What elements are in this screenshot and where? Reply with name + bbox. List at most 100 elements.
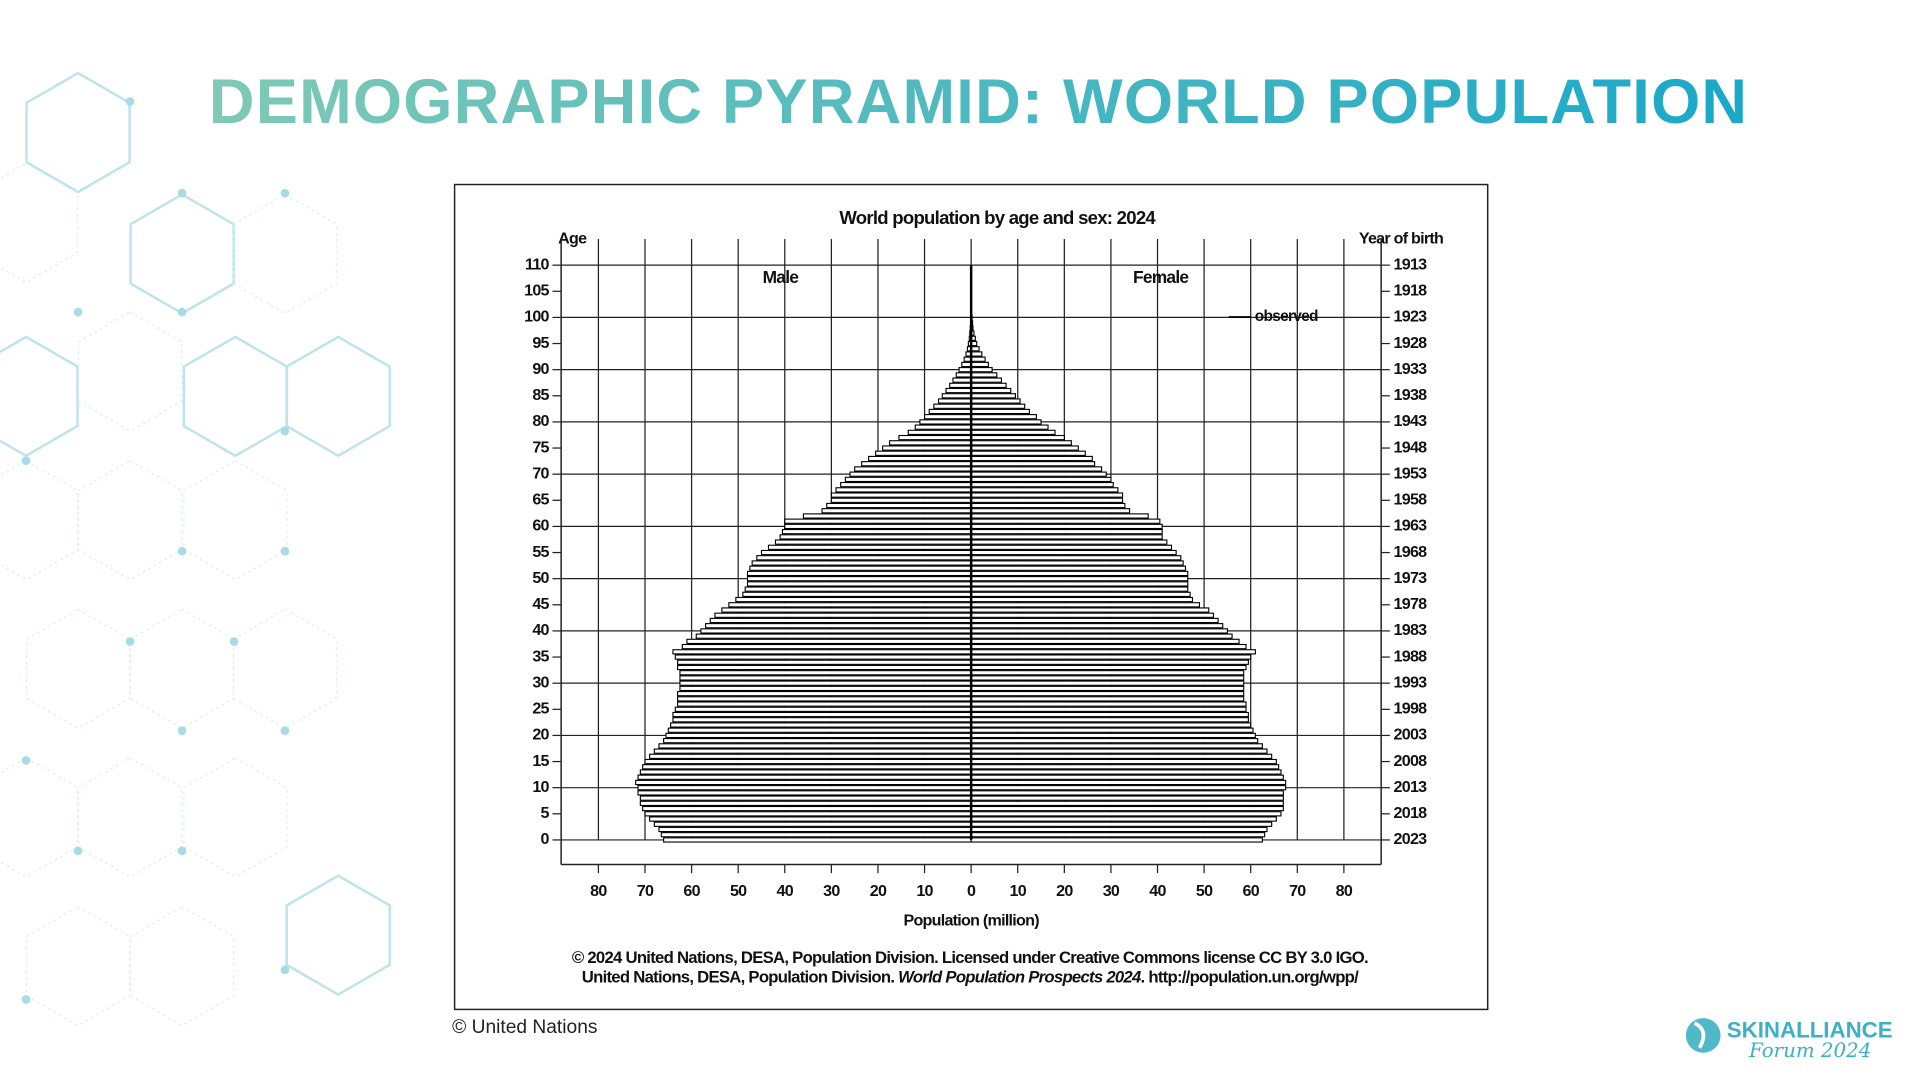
bar bbox=[970, 445, 1079, 451]
bar bbox=[637, 785, 972, 791]
hexagon bbox=[129, 193, 235, 315]
hexagon-dot bbox=[280, 726, 290, 736]
bar bbox=[970, 826, 1268, 833]
bar bbox=[882, 445, 972, 451]
bar bbox=[649, 816, 972, 822]
bar bbox=[854, 466, 972, 472]
y2-tick-label: 1933 bbox=[1394, 360, 1428, 378]
logo: SKINALLIANCE Forum 2024 bbox=[1685, 1018, 1893, 1062]
y-tick-label: 10 bbox=[532, 778, 549, 796]
bar bbox=[658, 743, 972, 749]
bar bbox=[970, 785, 1287, 791]
bar bbox=[970, 685, 1245, 692]
bar bbox=[781, 529, 972, 535]
bar bbox=[970, 570, 1189, 577]
bar bbox=[945, 387, 972, 394]
bar bbox=[667, 727, 972, 733]
bar bbox=[970, 539, 1168, 545]
bar bbox=[970, 717, 1249, 723]
bar bbox=[970, 544, 1173, 550]
bar bbox=[721, 607, 972, 613]
bar bbox=[970, 769, 1282, 775]
bar bbox=[970, 403, 1026, 409]
bar bbox=[919, 419, 972, 425]
y2-tick-label: 1968 bbox=[1394, 543, 1428, 561]
y-tick-label: 80 bbox=[532, 412, 549, 430]
bar bbox=[970, 361, 989, 368]
bar bbox=[970, 664, 1247, 671]
series-label: Male bbox=[763, 267, 800, 287]
hexagon bbox=[232, 608, 338, 729]
y2-tick-label: 1993 bbox=[1394, 673, 1428, 691]
hexagon bbox=[182, 335, 289, 458]
bar bbox=[784, 518, 972, 524]
bar bbox=[970, 774, 1284, 780]
hexagon-dot bbox=[177, 546, 187, 556]
bar bbox=[746, 576, 972, 582]
bar bbox=[700, 628, 972, 634]
bar bbox=[658, 826, 972, 833]
bar bbox=[970, 429, 1056, 436]
y-tick-label: 40 bbox=[532, 621, 549, 639]
bar bbox=[705, 623, 972, 629]
x-tick-label: 70 bbox=[637, 882, 654, 900]
y-tick-label: 30 bbox=[532, 673, 549, 691]
credit: © United Nations bbox=[452, 1017, 597, 1038]
bar bbox=[970, 800, 1284, 807]
bar bbox=[970, 576, 1189, 582]
bar bbox=[970, 466, 1103, 472]
bar bbox=[970, 591, 1191, 597]
bar bbox=[970, 790, 1284, 796]
y-tick-label: 55 bbox=[532, 543, 549, 561]
bar bbox=[970, 764, 1280, 770]
bar bbox=[644, 758, 972, 765]
y2-tick-label: 2008 bbox=[1394, 752, 1428, 770]
bar bbox=[970, 549, 1177, 556]
x-tick-label: 80 bbox=[1336, 882, 1353, 900]
bar bbox=[970, 680, 1245, 686]
bar bbox=[958, 367, 972, 373]
y-tick-label: 70 bbox=[532, 464, 549, 482]
x-tick-label: 20 bbox=[870, 882, 887, 900]
bar bbox=[970, 643, 1247, 650]
bar bbox=[774, 539, 972, 545]
bar bbox=[928, 408, 972, 415]
bar bbox=[672, 649, 972, 655]
bar bbox=[949, 382, 972, 388]
y2-tick-label: 1923 bbox=[1394, 308, 1428, 326]
bar bbox=[923, 414, 972, 420]
bar bbox=[868, 455, 972, 462]
bar bbox=[642, 764, 972, 770]
bar bbox=[907, 429, 972, 436]
x-tick-label: 60 bbox=[683, 882, 700, 900]
bar bbox=[637, 774, 972, 780]
bar bbox=[709, 617, 972, 624]
x-tick-label: 80 bbox=[590, 882, 607, 900]
bar bbox=[970, 497, 1124, 503]
footer-part: World Population Prospects 2024 bbox=[898, 968, 1142, 987]
x-tick-label: 40 bbox=[1149, 882, 1166, 900]
y2-tick-label: 1963 bbox=[1394, 517, 1428, 535]
bar bbox=[970, 393, 1016, 399]
y2-tick-label: 1978 bbox=[1394, 595, 1428, 613]
y2-tick-label: 2018 bbox=[1394, 804, 1428, 822]
bar bbox=[970, 670, 1245, 676]
bar bbox=[644, 811, 972, 817]
bar bbox=[970, 832, 1266, 838]
bar bbox=[970, 356, 986, 362]
bar bbox=[970, 659, 1249, 665]
bar bbox=[970, 816, 1277, 822]
bar bbox=[970, 387, 1012, 394]
bar bbox=[970, 753, 1273, 759]
bar bbox=[970, 711, 1249, 718]
bar bbox=[760, 549, 972, 556]
bar bbox=[970, 654, 1252, 660]
bar bbox=[663, 837, 972, 843]
bar bbox=[970, 419, 1042, 425]
hexagon bbox=[25, 608, 131, 729]
bar bbox=[677, 664, 972, 671]
logo-icon-swoosh bbox=[1693, 1021, 1706, 1049]
bar bbox=[779, 534, 972, 540]
x-tick-label: 40 bbox=[777, 882, 794, 900]
bar bbox=[970, 581, 1189, 587]
